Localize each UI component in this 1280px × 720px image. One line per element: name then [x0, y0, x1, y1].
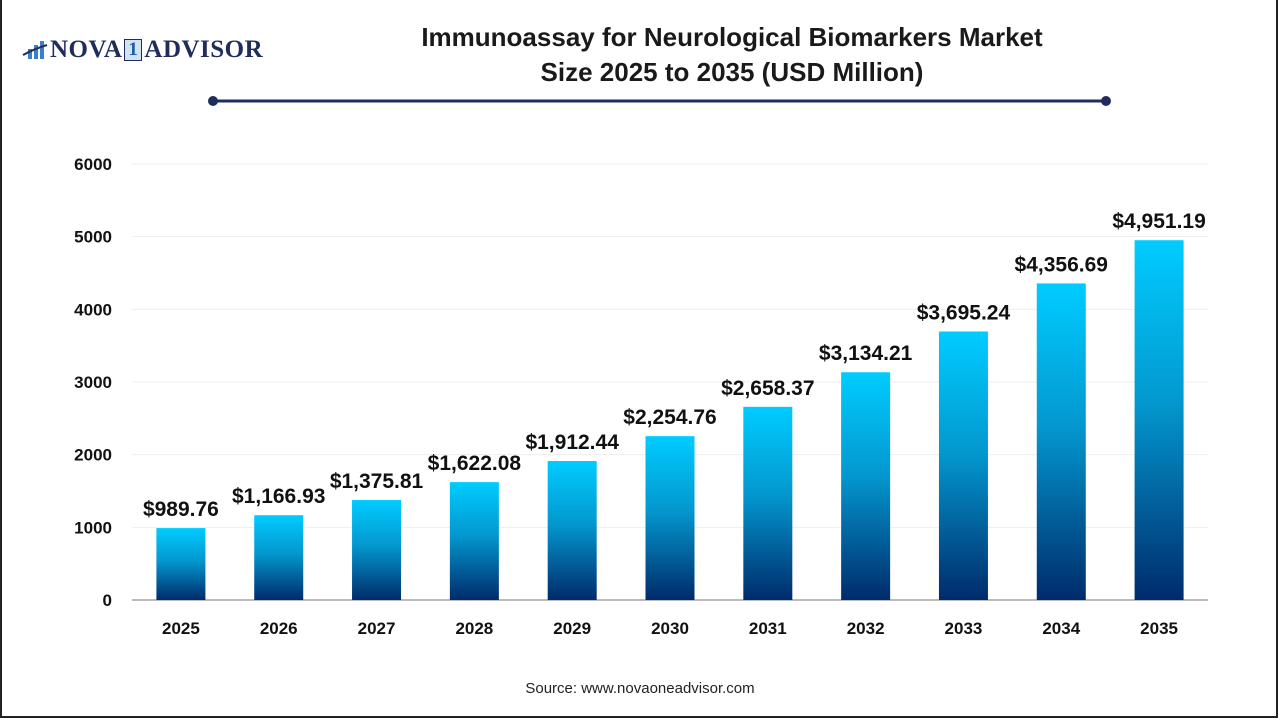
bar-2035	[1134, 240, 1184, 600]
logo: NOVA 1 ADVISOR	[22, 36, 263, 64]
y-tick-label: 4000	[74, 300, 112, 319]
x-tick-label: 2033	[945, 619, 983, 638]
y-tick-label: 2000	[74, 446, 112, 465]
bar-2029	[547, 461, 597, 600]
y-tick-label: 0	[103, 591, 112, 610]
x-tick-label: 2035	[1140, 619, 1178, 638]
bar-2031	[743, 406, 793, 600]
data-label: $989.76	[143, 498, 219, 521]
data-label: $3,695.24	[917, 301, 1011, 324]
title-rule	[208, 96, 1111, 106]
bar-2027	[352, 500, 402, 600]
source-note: Source: www.novaoneadvisor.com	[525, 680, 755, 697]
bar-2026	[254, 515, 304, 600]
bar-2034	[1036, 283, 1086, 600]
logo-text-advisor: ADVISOR	[144, 36, 264, 63]
data-label: $1,375.81	[330, 470, 424, 493]
bar-2033	[938, 331, 988, 600]
y-tick-label: 1000	[74, 518, 112, 537]
x-tick-label: 2030	[651, 619, 689, 638]
chart-title-line1: Immunoassay for Neurological Biomarkers …	[421, 22, 1043, 52]
logo-text-nova: NOVA	[50, 36, 123, 63]
x-tick-label: 2031	[749, 619, 787, 638]
x-tick-label: 2027	[358, 619, 396, 638]
x-tick-label: 2034	[1042, 619, 1080, 638]
chart-title: Immunoassay for Neurological Biomarkers …	[300, 20, 1164, 90]
bar-2030	[645, 436, 695, 600]
x-tick-label: 2025	[162, 619, 200, 638]
data-label: $2,658.37	[721, 377, 814, 400]
data-label: $3,134.21	[819, 342, 913, 365]
data-label: $1,622.08	[428, 452, 522, 475]
y-tick-label: 6000	[74, 155, 112, 174]
x-tick-label: 2026	[260, 619, 298, 638]
y-tick-label: 5000	[74, 228, 112, 247]
bar-2028	[449, 482, 499, 600]
data-label: $4,951.19	[1112, 210, 1205, 233]
data-label: $1,166.93	[232, 485, 325, 508]
bar-2025	[156, 528, 206, 600]
y-tick-label: 3000	[74, 373, 112, 392]
x-tick-label: 2032	[847, 619, 885, 638]
bar-2032	[841, 372, 891, 600]
data-label: $4,356.69	[1015, 253, 1108, 276]
data-label: $1,912.44	[525, 431, 619, 454]
x-tick-label: 2029	[553, 619, 591, 638]
data-label: $2,254.76	[623, 406, 716, 429]
logo-text-one: 1	[124, 39, 143, 61]
chart-title-line2: Size 2025 to 2035 (USD Million)	[540, 57, 924, 87]
logo-bars-icon	[22, 41, 48, 59]
x-tick-label: 2028	[455, 619, 493, 638]
